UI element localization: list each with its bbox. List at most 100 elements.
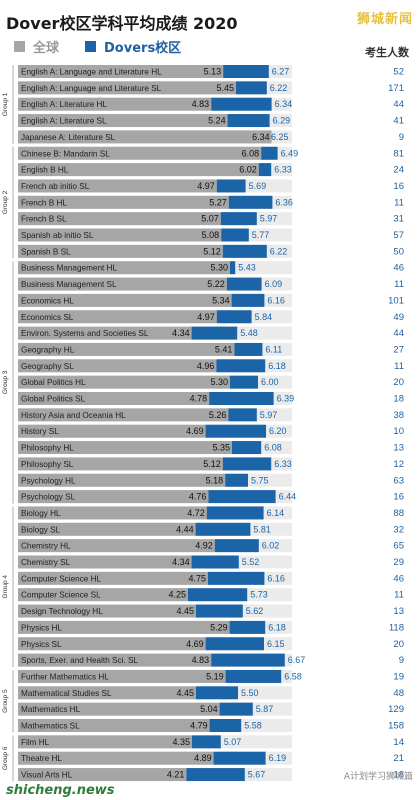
count-value: 101 [388,295,404,306]
bar-dover [216,359,266,373]
data-label-dover: 5.77 [252,230,270,240]
count-value: 13 [393,443,404,454]
data-label-dover: 5.97 [260,410,278,420]
data-label-dover: 6.29 [273,116,291,126]
group-label: Group 3 [2,370,9,394]
group-label: Group 6 [2,746,9,770]
data-label-global: 5.26 [209,410,227,420]
count-value: 44 [393,99,404,110]
subject-label: Mathematical Studies SL [21,689,112,698]
count-value: 32 [393,524,404,535]
count-value: 10 [393,426,404,437]
bar-dover [205,424,266,438]
data-label-dover: 6.14 [267,508,285,518]
subject-label: History SL [21,427,59,436]
subject-label: Philosophy SL [21,460,74,469]
legend-swatch-global [14,40,25,52]
subject-label: Global Politics HL [21,378,86,387]
subject-label: English A: Literature HL [21,100,107,109]
data-label-global: 5.18 [206,475,224,485]
bar-global [18,522,196,536]
count-column-header: 考生人数 [365,46,409,59]
bar-dover [208,571,265,585]
bar-dover [232,441,262,455]
subject-label: Mathematics SL [21,722,80,731]
bar-global [18,571,208,585]
data-label-dover: 6.22 [270,246,288,256]
subject-label: History Asia and Oceania HL [21,411,126,420]
data-label-global: 5.45 [216,83,234,93]
data-label-global: 5.29 [210,622,228,632]
group-label: Group 2 [2,190,9,214]
bar-dover [222,457,272,471]
data-label-global: 4.89 [194,753,212,763]
legend-item-global: 全球 [14,37,59,56]
data-label-global: 5.30 [210,377,228,387]
data-label-dover: 5.52 [242,557,260,567]
count-value: 129 [388,704,404,715]
bar-global [18,326,192,340]
subject-label: Psychology HL [21,476,76,485]
bar-global [18,751,214,765]
bar-global [18,604,196,618]
data-label-dover: 5.87 [256,704,274,714]
count-value: 18 [393,770,404,781]
data-label-global: 5.04 [200,704,218,714]
bar-dover [230,261,236,275]
subject-label: Chemistry HL [21,542,71,551]
data-label-dover: 5.48 [240,328,258,338]
subject-label: Business Management SL [21,280,117,289]
bar-dover [219,702,253,716]
bar-global [18,97,212,111]
subject-label: Computer Science HL [21,574,102,583]
data-label-global: 5.08 [202,230,220,240]
count-value: 52 [393,67,404,78]
count-value: 18 [393,394,404,405]
bar-global [18,244,223,258]
bar-dover [230,375,258,389]
subject-label: Physics SL [21,640,62,649]
bar-dover [261,146,278,160]
subject-label: English A: Literature SL [21,117,107,126]
count-value: 44 [393,328,404,339]
data-label-dover: 6.49 [281,148,299,158]
bar-dover [234,342,263,356]
group-label: Group 5 [2,689,9,713]
data-label-global: 4.79 [190,721,208,731]
bar-global [18,359,217,373]
bar-global [18,441,232,455]
bar-dover [236,81,267,95]
data-label-global: 5.07 [201,214,219,224]
count-value: 171 [388,83,404,94]
bar-global [18,212,221,226]
count-value: 31 [393,214,404,225]
count-value: 11 [394,590,404,601]
data-label-global: 4.44 [176,524,194,534]
bar-dover [214,539,259,553]
bar-dover [229,620,266,634]
data-label-dover: 6.36 [275,197,293,207]
count-value: 63 [393,475,404,486]
data-label-dover: 5.73 [250,590,268,600]
bar-dover [196,604,243,618]
subject-label: Philosophy HL [21,444,74,453]
subject-label: Geography HL [21,345,75,354]
bar-dover [220,212,257,226]
data-label-global: 5.35 [212,443,230,453]
data-label-dover: 5.75 [251,475,269,485]
bar-dover [216,310,252,324]
count-value: 46 [393,573,404,584]
data-label-global: 5.34 [212,295,230,305]
bar-dover [188,588,248,602]
chart-title: Dover校区学科平均成绩 2020 [6,14,238,33]
bar-global [18,490,209,504]
count-value: 46 [393,263,404,274]
data-label-global: 4.69 [186,639,204,649]
subject-label: Geography SL [21,362,74,371]
subject-label: Spanish B SL [21,247,71,256]
data-label-dover: 6.33 [274,165,292,175]
data-label-global: 4.92 [195,541,213,551]
count-value: 81 [393,148,404,159]
count-value: 65 [393,541,404,552]
